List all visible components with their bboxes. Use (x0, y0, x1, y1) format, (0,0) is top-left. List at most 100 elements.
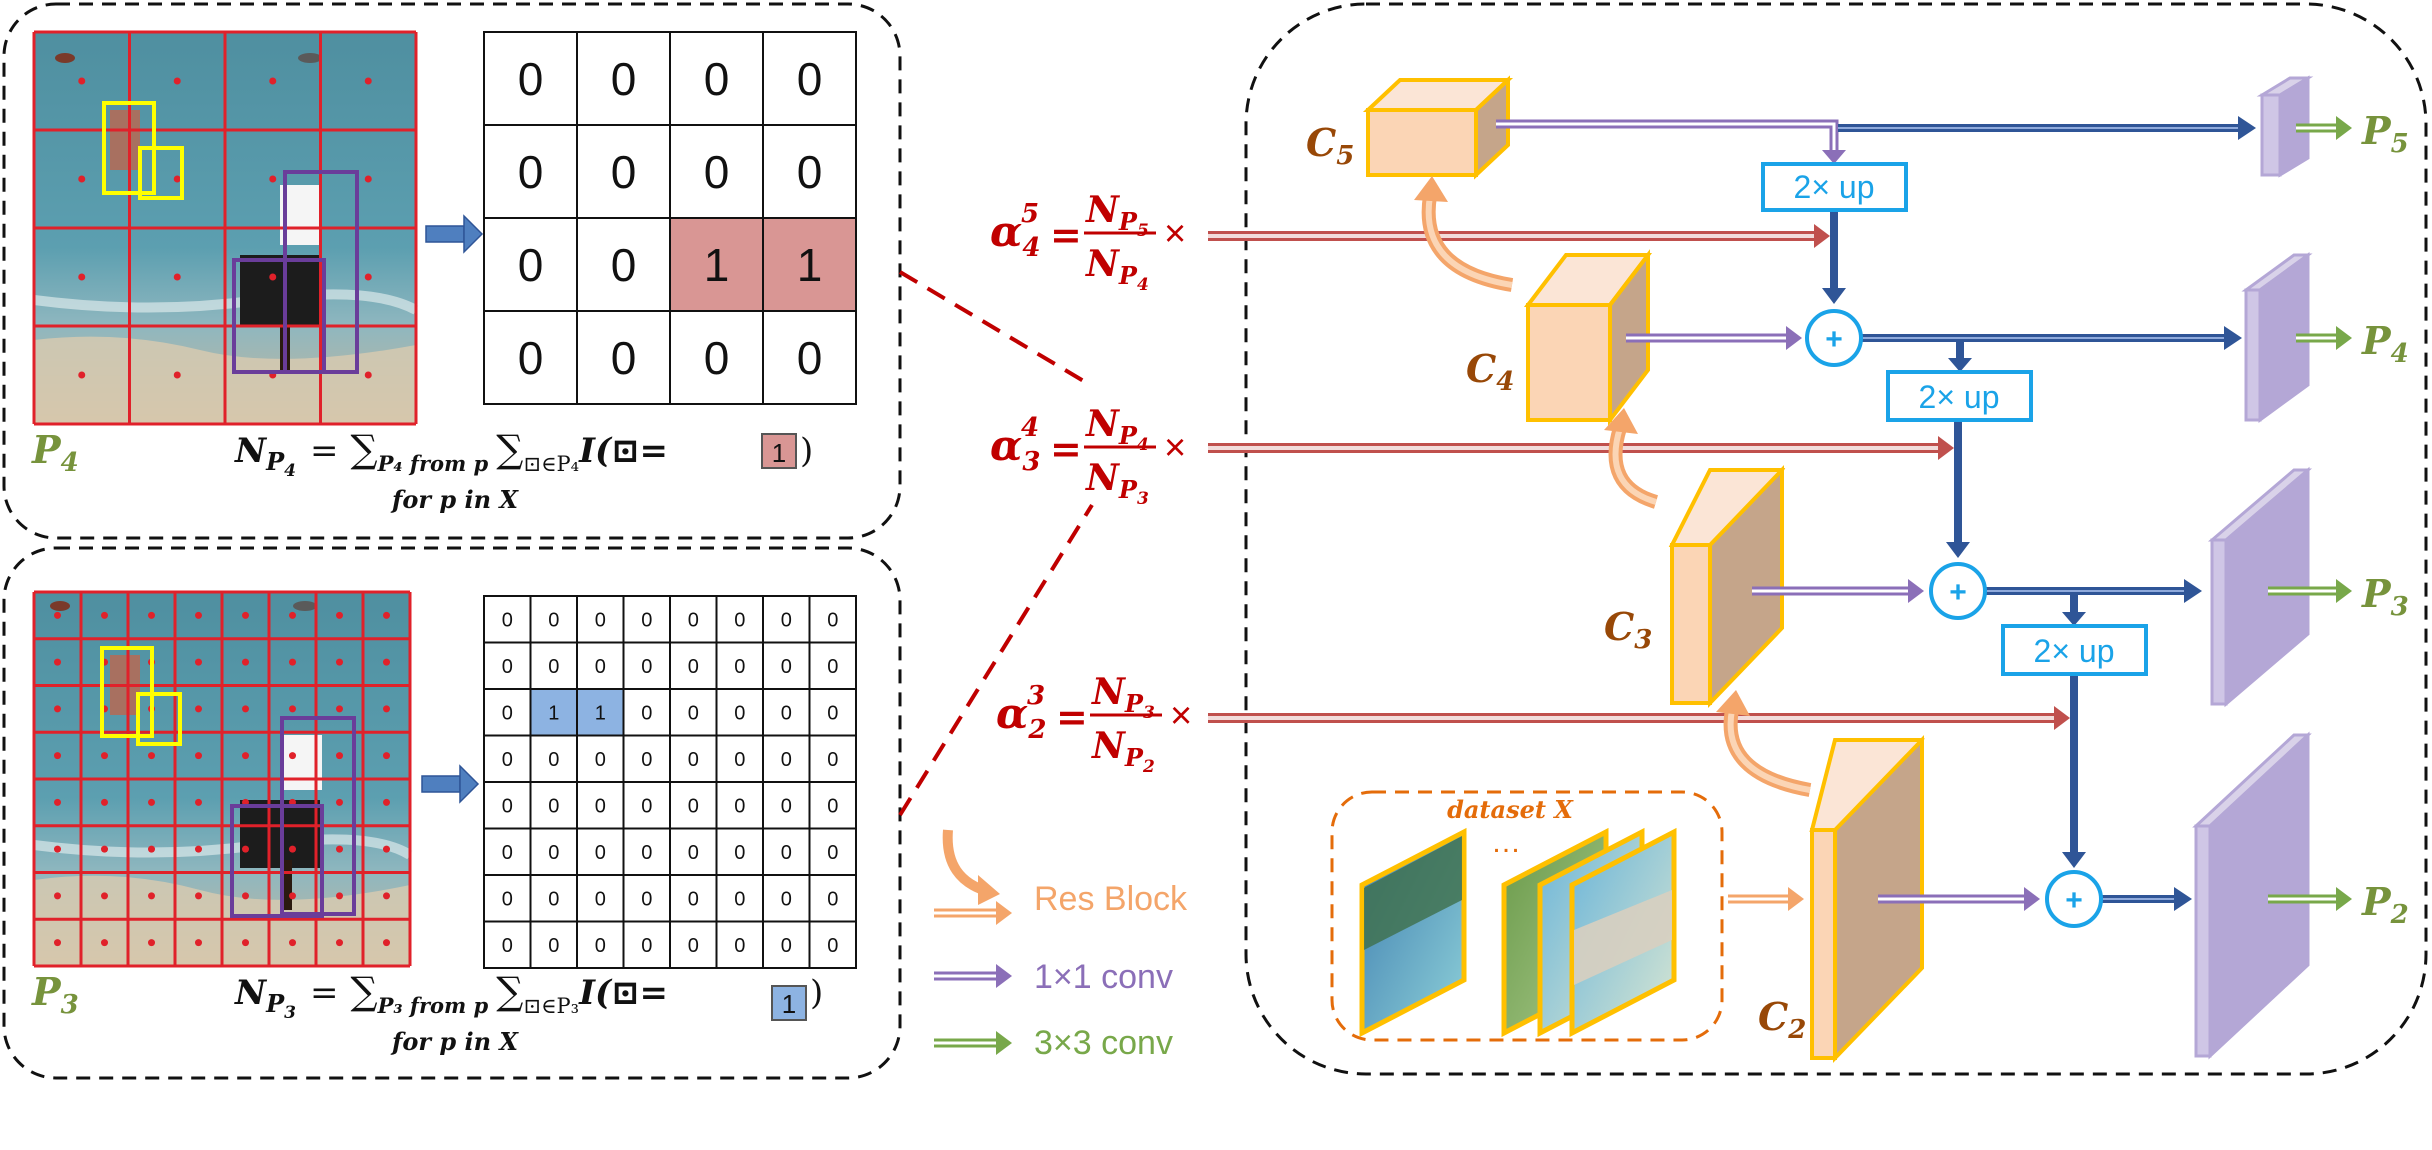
anchor-dot (289, 752, 296, 760)
count-value: 0 (827, 888, 838, 910)
anchor-dot (101, 892, 108, 900)
count-value: 0 (502, 702, 513, 724)
p5-slab (2256, 75, 2314, 178)
anchor-dot (101, 845, 108, 853)
svg-text:α4: α4 (990, 207, 1040, 263)
svg-text:2× up: 2× up (2034, 633, 2115, 669)
svg-text:α2: α2 (996, 689, 1046, 745)
object-box (138, 146, 184, 200)
count-cell (808, 595, 857, 644)
count-cell (622, 734, 671, 783)
p2-slab (2192, 731, 2312, 1060)
count-value: 0 (781, 795, 792, 817)
svg-text:3: 3 (1027, 681, 1045, 711)
count-value: 0 (734, 656, 745, 678)
anchor-dot (336, 939, 343, 947)
anchor-dot (242, 611, 249, 619)
c3-cube (1668, 465, 1786, 708)
anchor-dot (54, 752, 61, 760)
count-cell (762, 217, 857, 312)
anchor-dot (383, 939, 390, 947)
anchor-dot (364, 371, 372, 379)
count-cell (576, 217, 671, 312)
bottom-panel: P3 0 0 0 0 0 0 0 00 0 0 0 0 0 0 00 1 1 0 0 0 0 00 0 0 0 0 0 0 00 0 0 0 0… (2, 546, 902, 1080)
p4-label: P4 (2361, 318, 2409, 369)
svg-text:α3: α3 (990, 421, 1040, 477)
p3-label: P3 (2361, 571, 2409, 622)
count-value: 0 (827, 842, 838, 864)
count-value: 0 (502, 795, 513, 817)
top-count-grid: 0 0 0 0 0 0 0 0 0 0 1 1 0 0 0 0 (483, 31, 857, 405)
anchor-dot (336, 892, 343, 900)
count-value: 0 (827, 795, 838, 817)
count-value: 0 (595, 749, 606, 771)
count-value: 0 (611, 239, 637, 291)
count-cell (622, 920, 671, 969)
topdown-arrows (1822, 116, 2256, 911)
count-value: 0 (688, 842, 699, 864)
add-node-2: + (1929, 562, 1987, 620)
count-cell (483, 124, 578, 219)
count-value: 0 (641, 795, 652, 817)
anchor-dot (148, 939, 155, 947)
top-image-grid (32, 30, 418, 426)
count-cell (808, 874, 857, 923)
count-cell (622, 781, 671, 830)
dataset-image-1 (1359, 827, 1467, 1038)
anchor-dot (336, 705, 343, 713)
anchor-dot (364, 77, 372, 85)
count-cell (715, 781, 764, 830)
top-level-label: P4 (31, 427, 79, 478)
count-value: 0 (734, 888, 745, 910)
anchor-dot (78, 175, 86, 183)
count-cell (576, 641, 625, 690)
svg-text:NP4: NP4 (1085, 403, 1149, 455)
count-value: 0 (502, 888, 513, 910)
count-value: 0 (548, 842, 559, 864)
count-value: 0 (734, 749, 745, 771)
anchor-dot (336, 752, 343, 760)
count-value: 0 (641, 656, 652, 678)
anchor-dot (101, 798, 108, 806)
output-3x3-arrows (2268, 116, 2352, 911)
svg-text:+: + (1949, 576, 1967, 609)
add-node-1: + (1805, 309, 1863, 367)
svg-text:=: = (1050, 426, 1082, 471)
svg-text:+: + (1825, 323, 1843, 356)
p3-slab (2207, 466, 2313, 708)
count-value: 0 (595, 609, 606, 631)
anchor-dot (148, 798, 155, 806)
count-cell (715, 920, 764, 969)
count-value: 0 (688, 888, 699, 910)
count-cell (669, 310, 764, 405)
count-cell (576, 310, 671, 405)
count-value: 0 (734, 609, 745, 631)
count-value: 0 (518, 239, 544, 291)
count-value: 0 (688, 749, 699, 771)
bottom-image-boxes (100, 646, 356, 918)
count-value: 0 (781, 888, 792, 910)
c2-cube (1809, 735, 1925, 1063)
anchor-dot (383, 752, 390, 760)
add-node-3: + (2045, 870, 2103, 928)
object-box (230, 804, 324, 918)
count-value: 0 (827, 749, 838, 771)
svg-text:2× up: 2× up (1919, 379, 2000, 415)
count-value: 0 (827, 609, 838, 631)
anchor-dot (289, 892, 296, 900)
bottom-formula-under: for p in X (390, 1027, 519, 1056)
count-value: 0 (781, 656, 792, 678)
svg-text:NP3: NP3 (1091, 671, 1155, 723)
top-formula-box-value: 1 (772, 438, 786, 468)
legend-3x3-conv: 3×3 conv (934, 1024, 1173, 1062)
count-value: 0 (518, 332, 544, 384)
anchor-dot (195, 658, 202, 666)
anchor-dot (269, 273, 277, 281)
count-cell (669, 641, 718, 690)
anchor-dot (54, 845, 61, 853)
object-box (136, 692, 182, 746)
count-value: 1 (704, 239, 730, 291)
anchor-dot (195, 705, 202, 713)
count-value: 0 (797, 146, 823, 198)
count-value: 0 (641, 609, 652, 631)
